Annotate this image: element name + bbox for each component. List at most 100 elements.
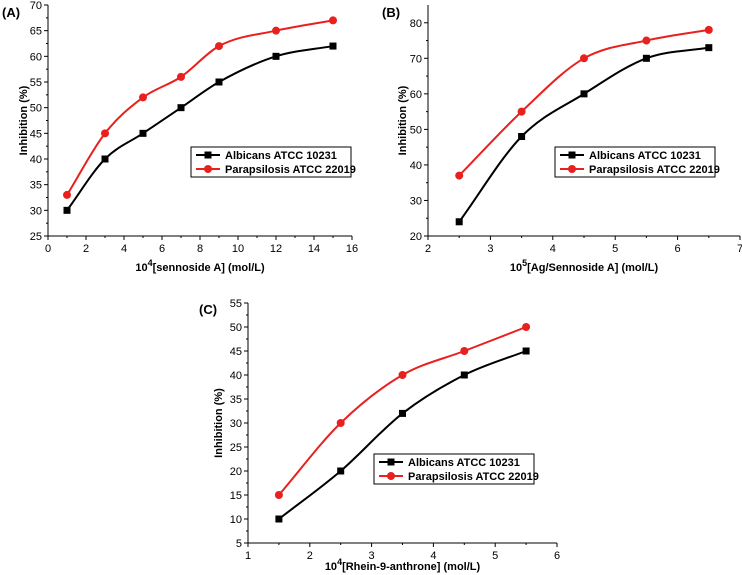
chart-2-x-label-pre: 10: [325, 561, 337, 573]
chart-2-legend-label-0: Albicans ATCC 10231: [408, 457, 520, 469]
chart-2-legend-marker-1-point-0: [387, 472, 395, 480]
chart-0-x-tick-label-7: 14: [308, 243, 320, 255]
chart-1-series-0-point-0: [455, 218, 463, 226]
chart-2-series-0-point-4: [522, 347, 530, 355]
chart-0-y-tick-label-6: 55: [30, 77, 42, 89]
chart-0-y-tick-label-1: 30: [30, 205, 42, 217]
chart-2-x-label-sup: 4: [337, 557, 342, 567]
chart-1-legend-label-1: Parapsilosis ATCC 22019: [589, 164, 720, 176]
chart-1-series-1-point-4: [704, 25, 713, 34]
chart-0-x-tick-label-1: 2: [83, 243, 89, 255]
chart-2-x-label-post: [Rhein-9-anthrone] (mol/L): [342, 561, 480, 573]
chart-0-y-tick-label-3: 40: [30, 154, 42, 166]
chart-2-x-tick-label-1: 2: [307, 550, 313, 562]
chart-2-legend-marker-0-point-0: [387, 458, 395, 466]
chart-0-x-tick-label-0: 0: [45, 243, 51, 255]
chart-1-legend: [554, 146, 716, 178]
chart-0-x-label-pre: 10: [135, 262, 147, 274]
chart-2-y-label: Inhibition (%): [213, 388, 225, 458]
chart-1-x-tick-label-0: 2: [425, 243, 431, 255]
chart-1-series-1-point-0: [455, 171, 464, 180]
chart-0-legend: [190, 146, 352, 178]
chart-1-series-0-point-3: [642, 54, 650, 62]
chart-0-series-0-line: [66, 45, 334, 211]
chart-2-x-tick-label-2: 3: [369, 550, 375, 562]
chart-0-y-tick-label-2: 35: [30, 180, 42, 192]
chart-1-x-tick-label-5: 7: [737, 243, 742, 255]
chart-1-series-1-point-2: [580, 54, 588, 63]
chart-0-series-0-point-2: [139, 129, 147, 137]
chart-0-series-1-point-5: [272, 26, 280, 35]
chart-0-series-0-point-6: [329, 42, 337, 50]
chart-0-legend-label-1: Parapsilosis ATCC 22019: [225, 164, 356, 176]
chart-2-y-tick-label-5: 30: [230, 418, 242, 430]
chart-1-x-label-sup: 5: [522, 258, 527, 268]
chart-2-y-tick-label-1: 10: [230, 514, 242, 526]
chart-1-panel-label: (B): [382, 5, 400, 20]
chart-1-series-0-point-4: [705, 44, 713, 52]
chart-2-panel-label: (C): [199, 302, 217, 317]
chart-1-y-tick-label-3: 50: [410, 124, 422, 136]
chart-2-x-tick-label-3: 4: [430, 550, 436, 562]
chart-0-legend-marker-0-point-0: [204, 151, 212, 159]
chart-1-y-tick-label-2: 40: [410, 160, 422, 172]
chart-2-y-tick-label-2: 15: [230, 490, 242, 502]
chart-0-series-0-point-5: [272, 52, 280, 60]
chart-2-series-1-point-3: [460, 347, 469, 355]
chart-0-x-tick-label-4: 8: [197, 243, 203, 255]
chart-1-x-tick-label-4: 6: [675, 243, 681, 255]
chart-1-x-label-pre: 10: [510, 262, 522, 274]
chart-1-y-tick-label-6: 80: [410, 18, 422, 30]
chart-2-series-1-point-0: [274, 491, 283, 499]
chart-2-y-tick-label-3: 20: [230, 466, 242, 478]
chart-0-series-1-point-0: [63, 190, 71, 199]
chart-1-y-tick-label-4: 60: [410, 89, 422, 101]
chart-2-y-tick-label-8: 45: [230, 346, 242, 358]
chart-0-series-0-point-1: [101, 155, 109, 163]
chart-0-legend-label-0: Albicans ATCC 10231: [225, 150, 337, 162]
chart-0-panel-label: (A): [2, 5, 20, 20]
chart-0-x-label-post: [sennoside A] (mol/L): [153, 262, 265, 274]
chart-2-series-1-point-2: [398, 371, 407, 379]
chart-1-y-tick-label-0: 20: [410, 231, 422, 243]
chart-2-series-1-point-1: [336, 419, 345, 427]
chart-0-series-1-point-4: [215, 42, 223, 51]
chart-0-series-0-point-0: [63, 206, 71, 214]
chart-2-series-0-point-1: [337, 467, 345, 475]
chart-0-y-tick-label-7: 60: [30, 51, 42, 63]
chart-0-series-1-point-3: [177, 72, 185, 81]
chart-2-series-0-point-2: [399, 409, 406, 417]
chart-0-y-tick-label-8: 65: [30, 26, 42, 38]
chart-1-series-0-line: [458, 46, 709, 223]
chart-0-y-tick-label-5: 50: [30, 103, 42, 115]
chart-0-legend-marker-1-point-0: [204, 165, 212, 173]
chart-0-x-label: 104[sennoside A] (mol/L): [135, 258, 265, 274]
chart-0-x-tick-label-2: 4: [121, 243, 127, 255]
chart-0-x-label-sup: 4: [148, 258, 153, 268]
chart-1-x-tick-label-2: 4: [550, 243, 556, 255]
chart-2-y-tick-label-7: 40: [230, 370, 242, 382]
chart-1-x-label-post: [Ag/Sennoside A] (mol/L): [527, 262, 658, 274]
chart-0-series-1-point-2: [139, 93, 147, 102]
chart-0-y-tick-label-4: 45: [30, 128, 42, 140]
chart-2-y-tick-label-4: 25: [230, 442, 242, 454]
chart-0-series-1-point-1: [101, 129, 109, 138]
chart-1-series-0-point-2: [580, 90, 588, 98]
chart-2-series-0-point-3: [460, 371, 468, 379]
chart-1-y-label: Inhibition (%): [397, 85, 409, 155]
chart-1-y-tick-label-5: 70: [410, 53, 422, 65]
chart-1-x-tick-label-1: 3: [487, 243, 493, 255]
chart-1-legend-label-0: Albicans ATCC 10231: [589, 150, 701, 162]
chart-2-legend: [373, 453, 535, 485]
panel-a: (A)0 2 4 6 8 10 12 14 1625303540455055606570Inhi…: [2, 0, 358, 274]
chart-2-series-0-point-0: [275, 515, 283, 523]
chart-1-series-0-point-1: [518, 132, 526, 140]
chart-0-series-0-point-4: [215, 78, 223, 86]
chart-1-series-1-point-1: [517, 107, 526, 116]
chart-0-x-tick-label-5: 10: [232, 243, 244, 255]
chart-2-x-tick-label-5: 6: [554, 550, 560, 562]
chart-0-y-tick-label-0: 25: [30, 231, 42, 243]
chart-0-y-tick-label-9: 70: [30, 0, 42, 12]
chart-2-y-tick-label-6: 35: [230, 394, 242, 406]
